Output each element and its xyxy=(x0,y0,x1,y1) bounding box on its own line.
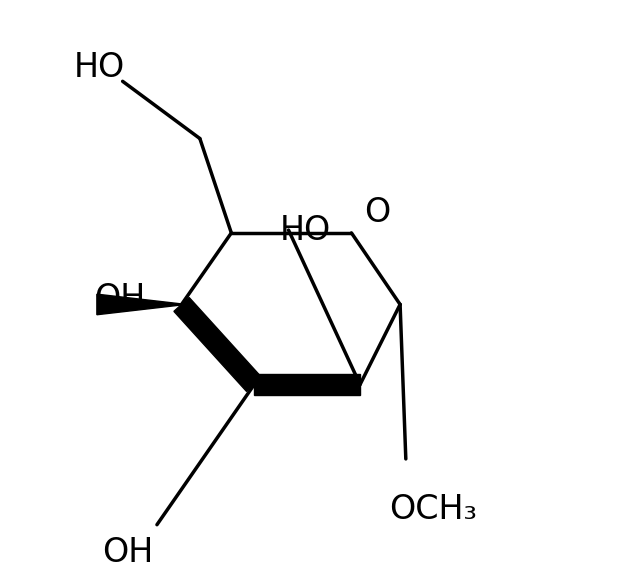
Text: OCH₃: OCH₃ xyxy=(388,493,477,526)
Text: HO: HO xyxy=(74,50,125,84)
Text: HO: HO xyxy=(280,213,332,247)
Text: OH: OH xyxy=(102,536,154,569)
Text: O: O xyxy=(364,196,390,229)
Polygon shape xyxy=(97,294,182,315)
Polygon shape xyxy=(174,298,262,391)
Polygon shape xyxy=(254,374,360,395)
Text: OH: OH xyxy=(94,282,145,315)
